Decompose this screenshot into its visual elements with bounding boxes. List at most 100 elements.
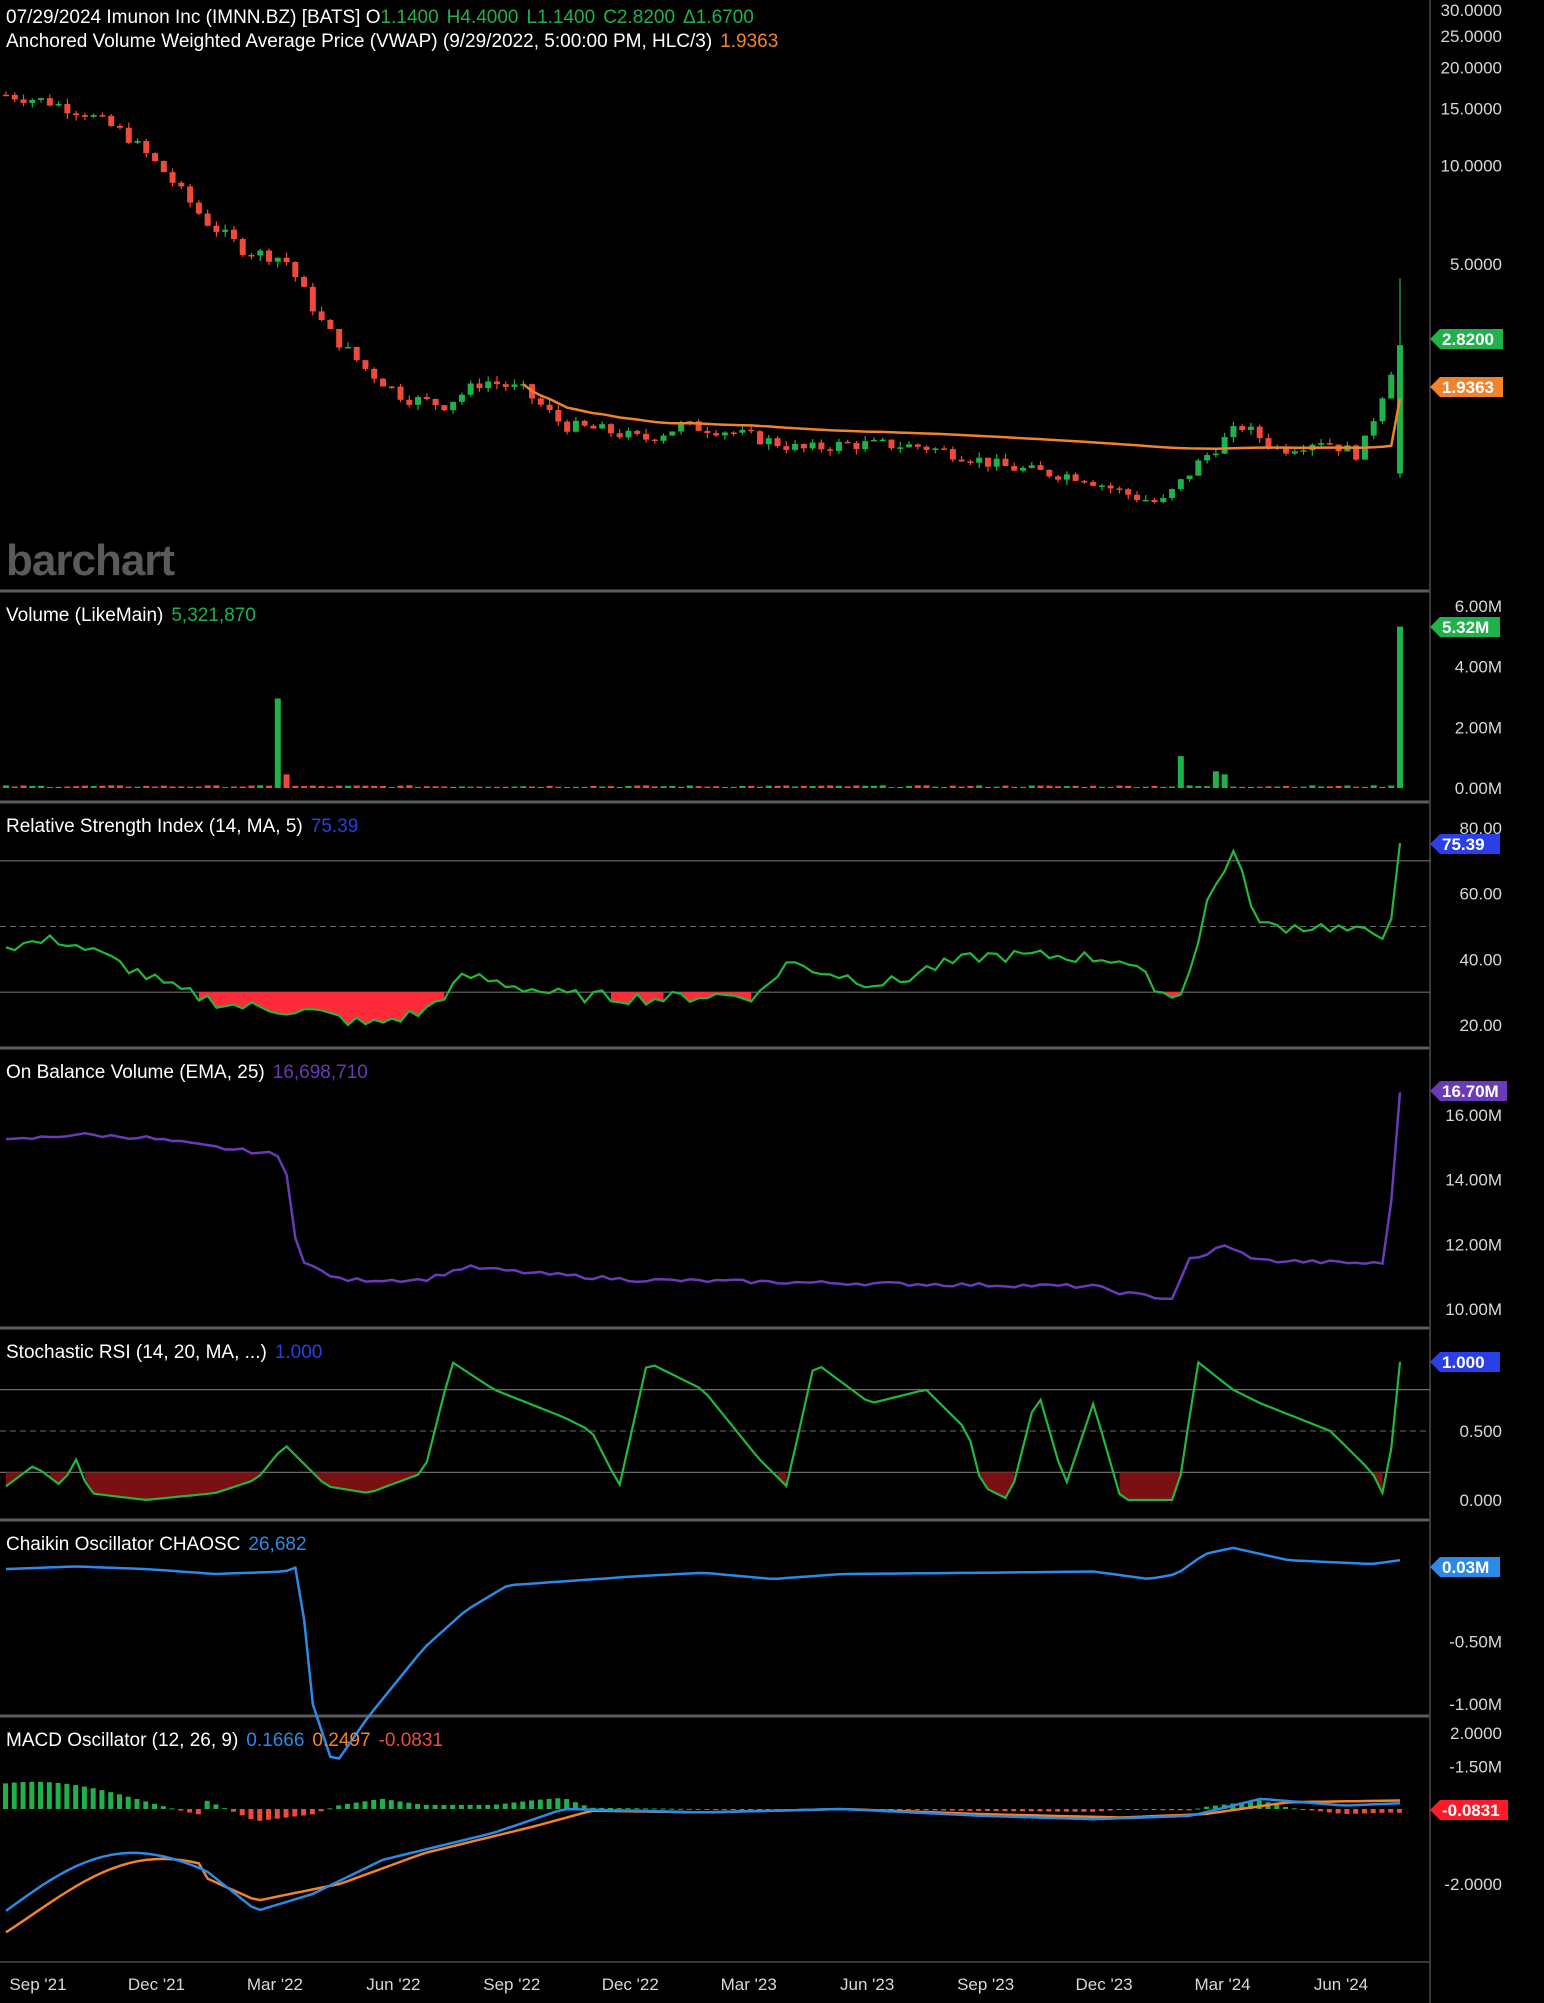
volume-bar (213, 785, 220, 788)
volume-bar (713, 786, 720, 788)
macd-hist-bar (984, 1809, 990, 1812)
macd-hist-bar (1318, 1809, 1324, 1812)
macd-hist-bar (458, 1804, 464, 1809)
rsi-tag: 75.39 (1430, 834, 1500, 854)
volume-bar (748, 785, 755, 788)
macd-hist-bar (1116, 1809, 1122, 1810)
macd-hist-bar (485, 1804, 491, 1809)
volume-bar (827, 785, 834, 788)
volume-bar (318, 786, 325, 788)
chaikin-line (5, 1546, 1401, 1760)
macd-hist-bar (467, 1804, 473, 1809)
stochrsi-line (5, 1360, 1402, 1502)
x-tick-label: Sep '22 (483, 1975, 540, 1994)
candle-body (11, 94, 18, 100)
macd-hist-bar (906, 1809, 912, 1810)
macd-hist-bar (976, 1809, 982, 1811)
macd-label: MACD Oscillator (12, 26, 9) 0.1666 0.2497-… (6, 1730, 443, 1751)
volume-bar (423, 786, 430, 788)
rsi-tick-label: 60.00 (1459, 885, 1502, 904)
rsi-tick-label: 20.00 (1459, 1016, 1502, 1035)
volume-bar (257, 785, 264, 788)
candle-body (1353, 445, 1360, 460)
volume-bar (125, 786, 132, 788)
candle-body (870, 439, 877, 442)
chaikin-label: Chaikin Oscillator CHAOSC 26,682 (6, 1534, 307, 1555)
macd-hist-bar (1055, 1809, 1061, 1812)
macd-hist-bar (914, 1809, 920, 1811)
candle-body (230, 229, 237, 240)
candle-body (660, 435, 667, 441)
price-tick-label: 20.0000 (1441, 58, 1502, 77)
volume-bar (678, 786, 685, 788)
volume-bar (371, 785, 378, 788)
macd-histogram (3, 1781, 1402, 1821)
candle-body (160, 161, 167, 173)
macd-hist-bar (1291, 1808, 1297, 1810)
candle-body (669, 431, 676, 436)
volume-bar (1221, 774, 1228, 788)
candle-body (169, 172, 176, 183)
rsi-series (0, 842, 1430, 1027)
macd-hist-bar (362, 1801, 368, 1809)
macd-hist-bar (1256, 1800, 1262, 1809)
candle-body (906, 444, 913, 448)
price-axis: 30.0000 25.0000 20.0000 15.0000 10.0000 5.000… (1441, 1, 1502, 274)
macd-hist-bar (730, 1809, 736, 1810)
vwap-price-tag: 1.9363 (1430, 377, 1503, 397)
macd-hist-bar (292, 1809, 298, 1817)
x-tick-label: Sep '23 (957, 1975, 1014, 1994)
macd-hist-bar (1247, 1801, 1253, 1809)
volume-bar (1028, 785, 1035, 788)
macd-hist-bar (90, 1788, 96, 1809)
candle-body (713, 433, 720, 436)
candle-body (792, 444, 799, 450)
volume-bar (415, 786, 422, 788)
macd-hist-bar (502, 1803, 508, 1809)
macd-hist-bar (967, 1809, 973, 1811)
macd-hist-bar (222, 1808, 228, 1810)
candle-body (108, 115, 115, 126)
candle-body (1370, 421, 1377, 436)
macd-hist-bar (55, 1782, 61, 1809)
volume-bar (239, 786, 246, 788)
volume-bar (844, 786, 851, 788)
obv-label: On Balance Volume (EMA, 25) 16,698,710 (6, 1062, 368, 1083)
volume-bar (432, 786, 439, 788)
volume-bar (458, 786, 465, 788)
volume-bar (809, 786, 816, 788)
x-tick-label: Mar '22 (247, 1975, 303, 1994)
rsi-tick-label: 40.00 (1459, 950, 1502, 969)
candle-body (1247, 426, 1254, 430)
candle-body (143, 141, 150, 154)
rsi-axis: 80.00 60.00 40.00 20.00 (1459, 819, 1502, 1035)
candle-body (353, 346, 360, 361)
volume-bar (64, 786, 71, 788)
macd-hist-bar (81, 1786, 87, 1809)
volume-bar (993, 786, 1000, 788)
volume-bar (1397, 626, 1403, 788)
volume-bar (1177, 756, 1184, 788)
volume-bar (1204, 786, 1211, 788)
candle-body (941, 448, 948, 450)
volume-bar (1379, 786, 1386, 788)
volume-bar (1133, 787, 1140, 788)
macd-hist-bar (511, 1802, 517, 1809)
macd-hist-bar (756, 1809, 762, 1810)
macd-hist-bar (1309, 1809, 1315, 1811)
volume-bar (195, 786, 202, 788)
candle-body (1318, 443, 1325, 445)
macd-hist-bar (73, 1785, 79, 1809)
macd-hist-bar (581, 1805, 587, 1809)
candle-body (1028, 465, 1035, 468)
macd-hist-bar (529, 1800, 535, 1809)
candle-body (1125, 489, 1132, 495)
volume-bars (3, 626, 1403, 788)
candle-body (266, 250, 273, 262)
macd-hist-bar (625, 1808, 631, 1810)
x-tick-label: Jun '22 (366, 1975, 420, 1994)
macd-hist-bar (152, 1803, 158, 1809)
volume-bar (792, 786, 799, 788)
volume-bar (1239, 786, 1246, 788)
